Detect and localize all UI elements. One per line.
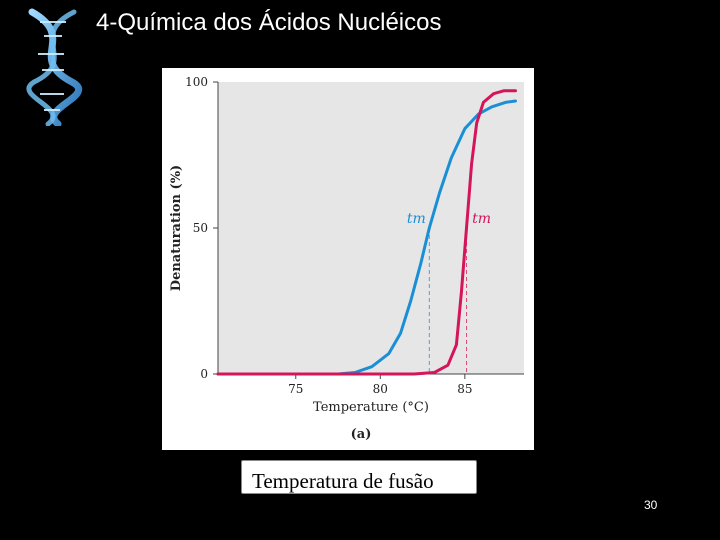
x-tick-label: 85 — [457, 382, 472, 396]
slide-title: 4-Química dos Ácidos Nucléicos — [96, 9, 442, 36]
dna-helix-logo — [18, 8, 88, 128]
x-tick-label: 80 — [373, 382, 388, 396]
caption-box: Temperatura de fusão — [241, 460, 477, 494]
x-axis-label: Temperature (°C) — [313, 400, 429, 415]
y-tick-label: 50 — [193, 221, 208, 235]
x-tick-label: 75 — [288, 382, 303, 396]
melting-curve-figure: 0 50 100 75 80 85 tm tm Temperature (°C) Denat… — [162, 68, 534, 450]
slide-number: 30 — [644, 498, 658, 512]
tm-label: tm — [472, 211, 491, 227]
melting-curve-series-1 — [216, 99, 517, 376]
y-tick-label: 100 — [185, 75, 208, 89]
y-tick-label: 0 — [200, 367, 208, 381]
y-axis-label: Denaturation (%) — [169, 165, 184, 291]
tm-label: tm — [407, 211, 426, 227]
plot-area — [218, 82, 524, 374]
panel-label: (a) — [351, 427, 372, 442]
melting-curve-chart: 0 50 100 75 80 85 tm tm Temperature (°C) Denat… — [169, 75, 524, 442]
melting-curve-series-2 — [216, 89, 517, 376]
